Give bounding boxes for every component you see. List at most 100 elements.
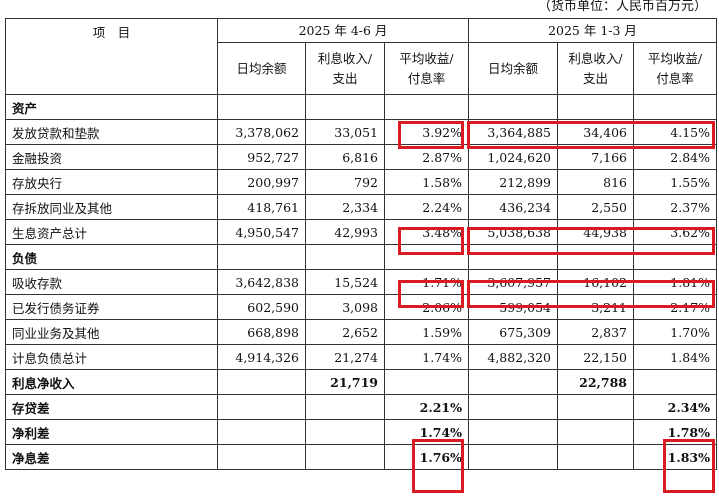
cell-avg-balance-q1: 436,234 (468, 194, 558, 220)
header-interest-line2: 支出 (332, 70, 358, 86)
header-interest-q2: 利息收入/支出 (305, 42, 385, 95)
section-label: 资产 (5, 94, 218, 120)
cell-avg-balance-q1: 675,309 (468, 319, 558, 345)
header-rate-line1: 平均收益/ (647, 50, 703, 66)
cell-interest-q2 (305, 394, 385, 420)
header-rate-line1: 平均收益/ (399, 50, 454, 66)
cell-rate-q2 (384, 244, 469, 270)
cell-rate-q1: 2.17% (633, 294, 717, 320)
cell-rate-q2: 2.87% (384, 144, 469, 170)
cell-rate-q1 (633, 94, 717, 120)
row-label: 净利差 (5, 419, 218, 445)
cell-avg-balance-q2 (217, 444, 306, 470)
cell-rate-q2: 1.74% (384, 419, 469, 445)
cell-avg-balance-q2 (217, 419, 306, 445)
table-row: 发放贷款和垫款 3,378,062 33,051 3.92% 3,364,885 34,4… (5, 119, 717, 145)
cell-rate-q1: 2.84% (633, 144, 717, 170)
cell-rate-q2: 2.24% (384, 194, 469, 220)
row-label: 存放央行 (5, 169, 218, 195)
header-rate-q1: 平均收益/付息率 (633, 42, 717, 95)
header-period-q1: 2025 年 1-3 月 (468, 18, 717, 43)
net-interest-table: 项 目 2025 年 4-6 月 2025 年 1-3 月 日均余额 利息收入/… (5, 18, 717, 470)
table-row: 已发行债务证券 602,590 3,098 2.06% 599,054 3,211 2.17… (5, 294, 717, 320)
cell-avg-balance-q2: 602,590 (217, 294, 306, 320)
row-label: 已发行债务证券 (5, 294, 218, 320)
cell-rate-q2: 3.92% (384, 119, 469, 145)
table-row: 净利差 1.74% 1.78% (5, 419, 717, 445)
cell-interest-q1 (557, 444, 634, 470)
header-rate-line2: 付息率 (407, 70, 446, 86)
cell-rate-q1: 1.78% (633, 419, 717, 445)
cell-interest-q1: 3,211 (557, 294, 634, 320)
table-row: 存贷差 2.21% 2.34% (5, 394, 717, 420)
table-row: 存放央行 200,997 792 1.58% 212,899 816 1.55% (5, 169, 717, 195)
section-row: 负债 (5, 244, 717, 270)
cell-avg-balance-q1: 3,607,957 (468, 269, 558, 295)
cell-avg-balance-q1: 599,054 (468, 294, 558, 320)
cell-rate-q1 (633, 369, 717, 395)
header-interest-q1: 利息收入/支出 (557, 42, 634, 95)
cell-interest-q2: 3,098 (305, 294, 385, 320)
header-interest-line1: 利息收入/ (568, 50, 623, 66)
row-label: 金融投资 (5, 144, 218, 170)
cell-interest-q1: 2,550 (557, 194, 634, 220)
cell-rate-q2: 1.74% (384, 344, 469, 370)
table-row: 生息资产总计 4,950,547 42,993 3.48% 5,038,638 44,93… (5, 219, 717, 245)
cell-avg-balance-q1 (468, 369, 558, 395)
table-row: 利息净收入 21,719 22,788 (5, 369, 717, 395)
cell-interest-q1: 22,150 (557, 344, 634, 370)
cell-interest-q1 (557, 244, 634, 270)
cell-rate-q1: 2.37% (633, 194, 717, 220)
header-period-q2: 2025 年 4-6 月 (217, 18, 469, 43)
cell-interest-q1: 7,166 (557, 144, 634, 170)
row-label: 计息负债总计 (5, 344, 218, 370)
cell-avg-balance-q1: 4,882,320 (468, 344, 558, 370)
cell-avg-balance-q1 (468, 419, 558, 445)
header-avg-balance-q1: 日均余额 (468, 42, 558, 95)
cell-avg-balance-q1 (468, 244, 558, 270)
cell-avg-balance-q1 (468, 94, 558, 120)
cell-rate-q2: 1.76% (384, 444, 469, 470)
cell-interest-q2: 33,051 (305, 119, 385, 145)
cell-rate-q2 (384, 369, 469, 395)
row-label: 净息差 (5, 444, 218, 470)
cell-avg-balance-q2: 200,997 (217, 169, 306, 195)
cell-avg-balance-q2: 4,950,547 (217, 219, 306, 245)
cell-avg-balance-q2: 4,914,326 (217, 344, 306, 370)
cell-rate-q2: 1.58% (384, 169, 469, 195)
header-interest-line2: 支出 (582, 70, 608, 86)
cell-rate-q1 (633, 244, 717, 270)
cell-avg-balance-q2: 3,378,062 (217, 119, 306, 145)
cell-rate-q2: 2.21% (384, 394, 469, 420)
cell-interest-q2: 21,719 (305, 369, 385, 395)
cell-interest-q2 (305, 244, 385, 270)
cell-rate-q2: 2.06% (384, 294, 469, 320)
header-rate-q2: 平均收益/付息率 (384, 42, 469, 95)
cell-avg-balance-q1: 5,038,638 (468, 219, 558, 245)
cell-interest-q1: 22,788 (557, 369, 634, 395)
cell-interest-q1: 816 (557, 169, 634, 195)
cell-avg-balance-q1: 3,364,885 (468, 119, 558, 145)
cell-interest-q2 (305, 444, 385, 470)
table-row: 同业业务及其他 668,898 2,652 1.59% 675,309 2,837 1.70… (5, 319, 717, 345)
cell-avg-balance-q2 (217, 94, 306, 120)
cell-interest-q1: 34,406 (557, 119, 634, 145)
cell-rate-q2: 1.59% (384, 319, 469, 345)
cell-interest-q2: 15,524 (305, 269, 385, 295)
header-item: 项 目 (5, 18, 218, 95)
cell-interest-q1 (557, 94, 634, 120)
cell-interest-q2: 42,993 (305, 219, 385, 245)
cell-interest-q1: 2,837 (557, 319, 634, 345)
table-row: 计息负债总计 4,914,326 21,274 1.74% 4,882,320 22,15… (5, 344, 717, 370)
cell-interest-q2: 2,334 (305, 194, 385, 220)
header-interest-line1: 利息收入/ (317, 50, 373, 66)
cell-interest-q2: 792 (305, 169, 385, 195)
cell-interest-q2: 6,816 (305, 144, 385, 170)
cell-rate-q2: 1.71% (384, 269, 469, 295)
cell-avg-balance-q2 (217, 244, 306, 270)
cell-avg-balance-q2 (217, 394, 306, 420)
cell-rate-q1: 1.70% (633, 319, 717, 345)
cell-avg-balance-q2 (217, 369, 306, 395)
table-row: 吸收存款 3,642,838 15,524 1.71% 3,607,957 16,102 1… (5, 269, 717, 295)
cell-interest-q1: 44,938 (557, 219, 634, 245)
